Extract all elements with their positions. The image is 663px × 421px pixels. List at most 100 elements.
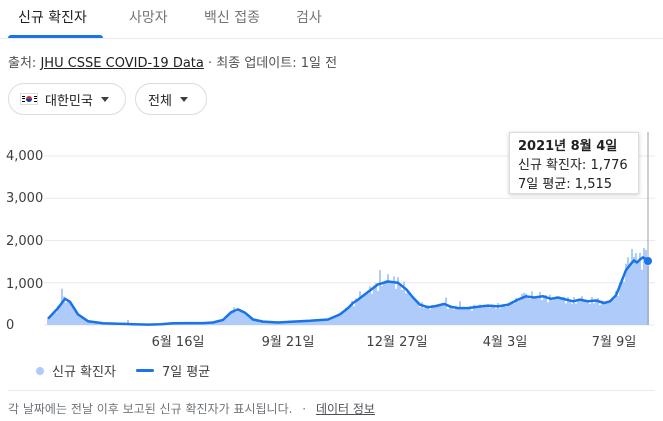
case-bar xyxy=(423,308,425,325)
case-bar xyxy=(433,306,435,325)
case-bar xyxy=(291,321,293,325)
source-link[interactable]: JHU CSSE COVID-19 Data xyxy=(40,56,204,71)
case-bar xyxy=(311,320,313,325)
case-bar xyxy=(497,303,499,325)
case-bar xyxy=(525,293,527,325)
x-tick-label: 9월 21일 xyxy=(261,335,315,350)
case-bar xyxy=(507,303,509,325)
case-bar xyxy=(615,290,617,325)
case-bar xyxy=(557,297,559,325)
case-bar xyxy=(245,313,247,325)
average-line xyxy=(47,256,649,326)
case-bar xyxy=(465,309,467,325)
active-tab-indicator xyxy=(8,35,103,38)
case-bar xyxy=(405,293,407,325)
case-bar xyxy=(225,318,227,325)
case-bar xyxy=(413,299,415,325)
case-bar xyxy=(485,305,487,325)
case-bar xyxy=(397,277,399,325)
case-bar xyxy=(77,314,79,325)
case-bar xyxy=(273,322,275,325)
case-bar xyxy=(383,283,385,325)
case-bar xyxy=(345,307,347,325)
case-bar xyxy=(435,306,437,325)
case-bar xyxy=(551,300,553,325)
case-bar xyxy=(331,317,333,325)
case-bar xyxy=(625,263,627,325)
case-bar xyxy=(53,311,55,325)
case-bar xyxy=(513,303,515,325)
case-bar xyxy=(409,293,411,325)
case-bar xyxy=(307,321,309,325)
case-bar xyxy=(61,288,63,325)
case-bar xyxy=(595,301,597,325)
case-bar xyxy=(605,302,607,325)
case-bar xyxy=(541,300,543,325)
case-bar xyxy=(571,303,573,325)
case-bar xyxy=(491,304,493,325)
case-bar xyxy=(359,291,361,325)
case-bar xyxy=(341,312,343,325)
tooltip-date: 2021년 8월 4일 xyxy=(518,139,618,154)
case-bar xyxy=(421,302,423,325)
case-bar xyxy=(327,318,329,325)
data-info-link[interactable]: 데이터 정보 xyxy=(315,402,375,416)
case-bar xyxy=(363,295,365,325)
case-bar xyxy=(319,320,321,325)
case-bar xyxy=(493,305,495,325)
case-bar xyxy=(381,285,383,325)
case-bar xyxy=(315,320,317,325)
case-bar xyxy=(621,277,623,325)
case-bar xyxy=(641,269,643,325)
case-bar xyxy=(289,321,291,325)
case-bar xyxy=(515,297,517,325)
y-tick-label: 3,000 xyxy=(6,191,44,206)
case-bar xyxy=(451,306,453,325)
case-bar xyxy=(457,308,459,325)
legend-avg-label: 7일 평균 xyxy=(161,365,211,380)
scope-dropdown[interactable]: 전체 xyxy=(135,83,207,115)
case-bar xyxy=(577,299,579,325)
case-bar xyxy=(325,320,327,325)
case-bar xyxy=(427,305,429,325)
case-bar xyxy=(353,306,355,325)
case-bar xyxy=(253,320,255,325)
case-bar xyxy=(499,308,501,325)
tab-new-cases[interactable]: 신규 확진자 xyxy=(18,10,87,26)
case-bar xyxy=(215,321,217,325)
case-bar xyxy=(535,297,537,325)
case-bar xyxy=(371,293,373,325)
case-bar xyxy=(403,281,405,325)
case-bar xyxy=(479,304,481,325)
case-bar xyxy=(425,306,427,325)
case-bar xyxy=(481,307,483,325)
case-bar xyxy=(265,321,267,325)
case-bar xyxy=(81,315,83,325)
case-bar xyxy=(347,309,349,325)
case-bar xyxy=(411,296,413,325)
tab-tests[interactable]: 검사 xyxy=(296,10,322,26)
case-bar xyxy=(267,321,269,325)
case-bar xyxy=(87,320,89,325)
case-bar xyxy=(237,308,239,325)
tab-vaccinations[interactable]: 백신 접종 xyxy=(204,10,260,26)
case-bar xyxy=(365,293,367,325)
case-bar xyxy=(419,307,421,325)
case-bar xyxy=(517,301,519,325)
region-dropdown[interactable]: 대한민국 xyxy=(8,83,126,115)
case-bar xyxy=(49,316,51,325)
case-bar xyxy=(255,320,257,325)
case-bar xyxy=(259,321,261,325)
case-bar xyxy=(211,322,213,325)
case-bar xyxy=(277,322,279,325)
case-bar xyxy=(369,286,371,325)
case-bar xyxy=(207,323,209,325)
case-bar xyxy=(631,248,633,325)
case-bar xyxy=(47,318,49,325)
case-bar xyxy=(555,296,557,325)
case-bar xyxy=(519,300,521,325)
tab-deaths[interactable]: 사망자 xyxy=(129,10,168,26)
case-bar xyxy=(487,304,489,325)
case-bar xyxy=(67,299,69,325)
